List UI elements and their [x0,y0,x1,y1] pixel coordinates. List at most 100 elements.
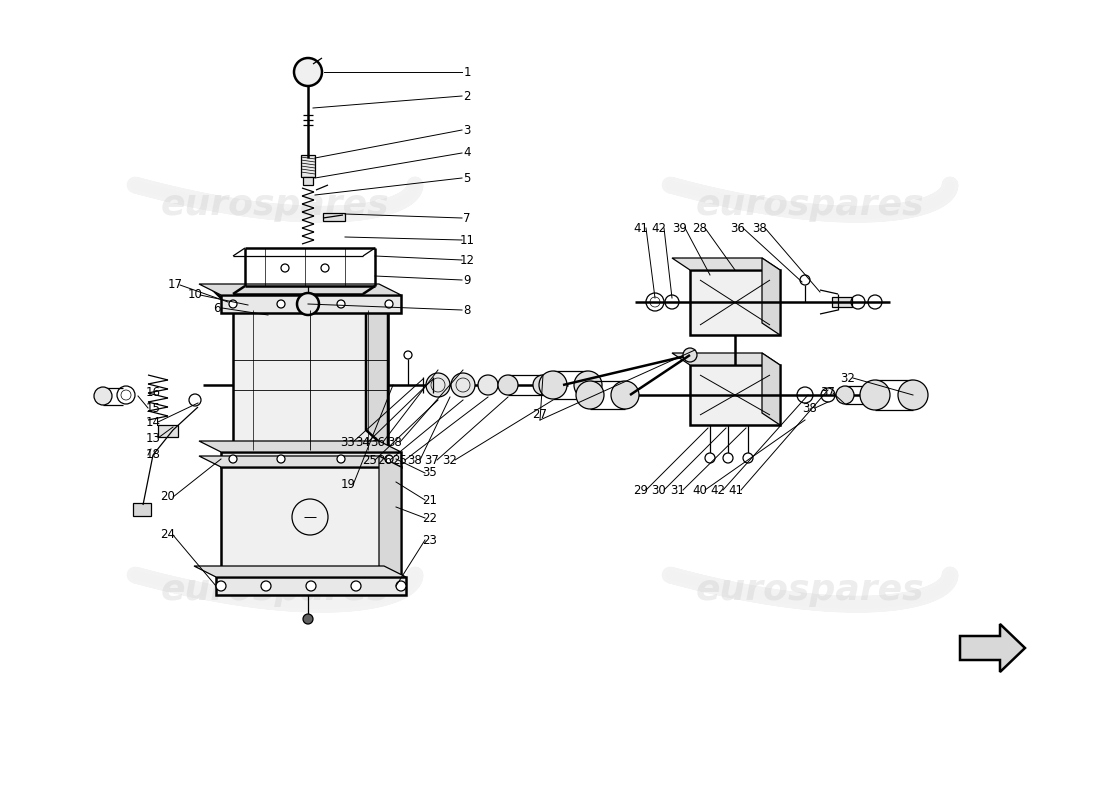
Circle shape [297,293,319,315]
Polygon shape [199,441,402,452]
Circle shape [351,581,361,591]
Circle shape [277,455,285,463]
Text: 29: 29 [634,483,649,497]
Circle shape [396,581,406,591]
Text: 32: 32 [840,371,856,385]
Text: 24: 24 [161,529,176,542]
Text: 42: 42 [711,483,726,497]
Text: 22: 22 [422,511,438,525]
Text: 34: 34 [355,435,371,449]
Polygon shape [762,353,780,425]
Circle shape [280,264,289,272]
Circle shape [294,58,322,86]
Text: 25: 25 [393,454,407,466]
Text: 14: 14 [145,415,161,429]
Circle shape [94,387,112,405]
Circle shape [860,380,890,410]
Polygon shape [199,456,402,467]
Polygon shape [690,365,780,425]
Text: 41: 41 [728,483,744,497]
Circle shape [302,614,313,624]
Polygon shape [221,467,402,577]
Text: 12: 12 [460,254,474,266]
Text: 32: 32 [442,454,458,466]
Circle shape [426,373,450,397]
Polygon shape [233,310,388,450]
Text: 25: 25 [363,454,377,466]
Circle shape [742,453,754,463]
Text: 40: 40 [693,483,707,497]
Text: eurospares: eurospares [161,573,389,607]
Bar [323,213,345,221]
Circle shape [385,455,393,463]
Text: 36: 36 [730,222,746,234]
Circle shape [898,380,928,410]
Polygon shape [366,290,388,450]
Circle shape [229,455,236,463]
Bar [301,155,315,177]
Bar [158,425,178,437]
Text: 27: 27 [532,409,548,422]
Circle shape [705,453,715,463]
Circle shape [610,381,639,409]
Text: 2: 2 [463,90,471,102]
Text: 8: 8 [463,303,471,317]
Circle shape [404,351,412,359]
Text: 18: 18 [145,449,161,462]
Circle shape [683,348,697,362]
Circle shape [451,373,475,397]
Text: eurospares: eurospares [695,573,924,607]
Text: 36: 36 [371,435,385,449]
Text: 39: 39 [672,222,688,234]
Text: 4: 4 [463,146,471,159]
Circle shape [337,300,345,308]
Text: 16: 16 [145,386,161,398]
Text: 19: 19 [341,478,355,491]
Polygon shape [379,456,401,577]
Bar [133,503,151,516]
Text: 37: 37 [821,386,835,399]
Polygon shape [216,577,406,595]
Circle shape [498,375,518,395]
Polygon shape [672,258,780,270]
Circle shape [574,371,602,399]
Circle shape [385,300,393,308]
Text: 10: 10 [188,289,202,302]
Polygon shape [690,270,780,335]
Polygon shape [960,624,1025,672]
Text: 38: 38 [408,454,422,466]
Circle shape [216,581,225,591]
Text: 9: 9 [463,274,471,286]
Circle shape [576,381,604,409]
Text: 38: 38 [752,222,768,234]
Text: eurospares: eurospares [161,188,389,222]
Polygon shape [221,452,402,467]
Text: 23: 23 [422,534,438,546]
Circle shape [478,375,498,395]
Circle shape [261,581,271,591]
Circle shape [800,275,810,285]
Circle shape [723,453,733,463]
Text: 33: 33 [341,435,355,449]
Text: 38: 38 [803,402,817,414]
Polygon shape [221,295,402,313]
Polygon shape [762,258,780,335]
Text: 20: 20 [161,490,175,503]
Text: 17: 17 [167,278,183,291]
Text: 30: 30 [651,483,667,497]
Polygon shape [199,284,402,295]
Text: 42: 42 [651,222,667,234]
Circle shape [306,581,316,591]
Polygon shape [194,566,406,577]
Text: 28: 28 [693,222,707,234]
Polygon shape [672,353,780,365]
Text: 15: 15 [145,402,161,414]
Text: 41: 41 [634,222,649,234]
Polygon shape [213,290,388,310]
Text: 13: 13 [145,431,161,445]
Text: 6: 6 [213,302,221,314]
Circle shape [534,375,553,395]
Text: 37: 37 [425,454,439,466]
Circle shape [836,386,854,404]
Text: 3: 3 [463,123,471,137]
